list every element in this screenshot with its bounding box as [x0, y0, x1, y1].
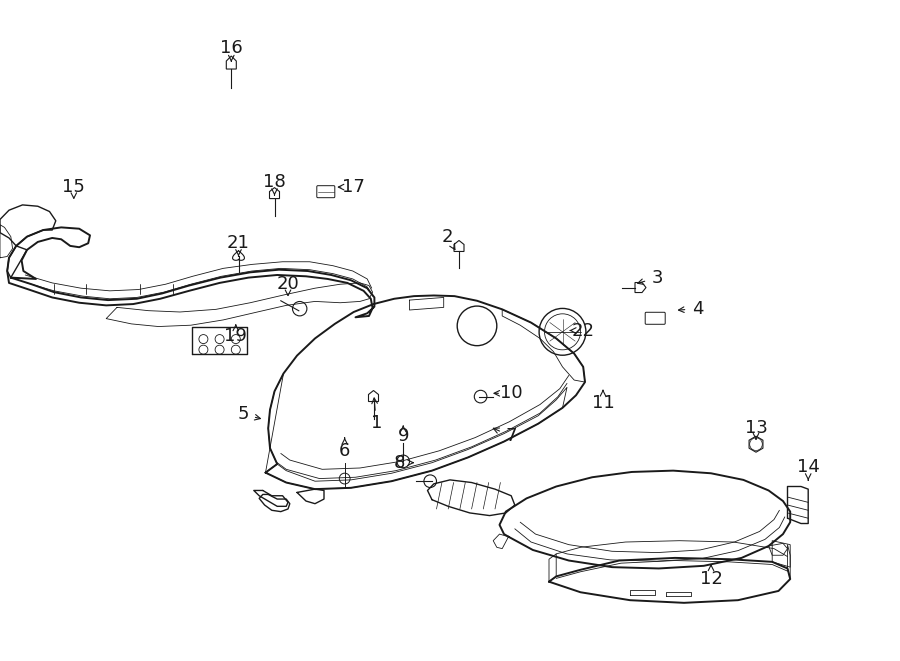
Text: 15: 15	[62, 178, 86, 196]
Text: 17: 17	[342, 178, 365, 196]
Text: 12: 12	[699, 570, 723, 588]
Text: 11: 11	[591, 394, 615, 412]
Text: 5: 5	[238, 405, 248, 424]
Text: 3: 3	[652, 268, 662, 287]
Text: 1: 1	[371, 414, 382, 432]
Text: 10: 10	[500, 384, 523, 403]
Text: 22: 22	[572, 321, 595, 340]
Text: 19: 19	[224, 327, 248, 345]
Text: 9: 9	[398, 427, 409, 446]
Text: 13: 13	[744, 419, 768, 438]
Text: 21: 21	[227, 234, 250, 253]
Text: 7: 7	[506, 427, 517, 446]
Text: 8: 8	[394, 453, 405, 472]
Text: 6: 6	[339, 442, 350, 460]
Text: 18: 18	[263, 173, 286, 192]
Text: 2: 2	[442, 227, 453, 246]
Text: 14: 14	[796, 458, 820, 477]
Text: 4: 4	[692, 299, 703, 318]
Text: 16: 16	[220, 38, 243, 57]
Text: 20: 20	[276, 275, 300, 293]
